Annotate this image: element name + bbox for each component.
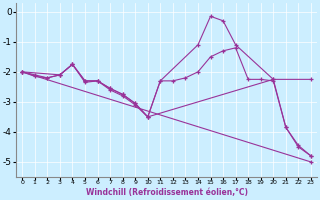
X-axis label: Windchill (Refroidissement éolien,°C): Windchill (Refroidissement éolien,°C) <box>85 188 248 197</box>
